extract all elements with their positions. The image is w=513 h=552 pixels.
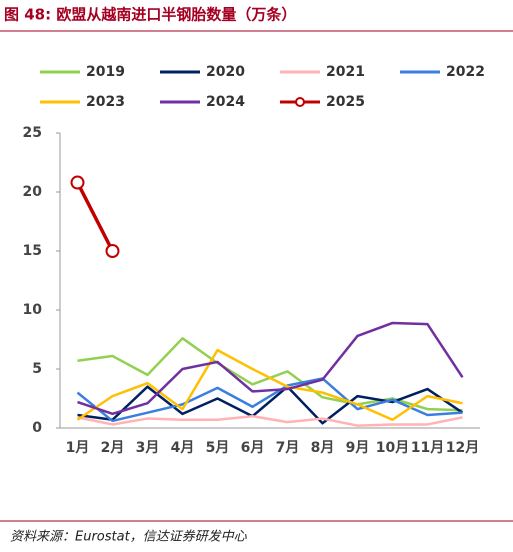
x-tick-label: 10月 <box>376 440 409 456</box>
y-tick-label: 25 <box>23 125 42 141</box>
series-line <box>76 377 463 423</box>
x-tick-label: 2月 <box>101 440 125 456</box>
y-tick-label: 5 <box>32 361 42 377</box>
series-line <box>75 181 115 252</box>
series-line <box>77 321 464 416</box>
source: 资料来源：Eurostat，信达证券研发中心 <box>10 530 248 545</box>
legend-label: 2019 <box>86 64 125 80</box>
x-tick-label: 4月 <box>171 440 195 456</box>
legend-label: 2025 <box>326 94 365 110</box>
x-tick-label: 8月 <box>311 440 335 456</box>
legend-marker <box>295 97 305 107</box>
legend-label: 2023 <box>86 94 125 110</box>
x-tick-label: 1月 <box>66 440 90 456</box>
x-tick-label: 6月 <box>241 440 265 456</box>
legend-label: 2020 <box>206 64 245 80</box>
x-tick-label: 5月 <box>206 440 230 456</box>
x-tick-label: 7月 <box>276 440 300 456</box>
point-marker <box>105 244 120 258</box>
point-marker <box>70 175 85 190</box>
series-line <box>77 414 463 427</box>
y-tick-label: 15 <box>23 243 42 259</box>
y-tick-label: 10 <box>23 302 43 318</box>
x-tick-label: 9月 <box>346 440 370 456</box>
y-tick-label: 20 <box>23 184 43 200</box>
series-line <box>77 385 464 425</box>
legend-label: 2024 <box>206 94 245 110</box>
series-line <box>76 348 463 421</box>
x-tick-label: 12月 <box>446 440 479 456</box>
chart-title: 图 48: 欧盟从越南进口半钢胎数量（万条） <box>4 6 296 24</box>
legend-label: 2022 <box>446 64 485 80</box>
x-tick-label: 3月 <box>136 440 160 456</box>
y-tick-label: 0 <box>32 420 42 436</box>
legend-label: 2021 <box>326 64 365 80</box>
x-tick-label: 11月 <box>411 440 444 456</box>
